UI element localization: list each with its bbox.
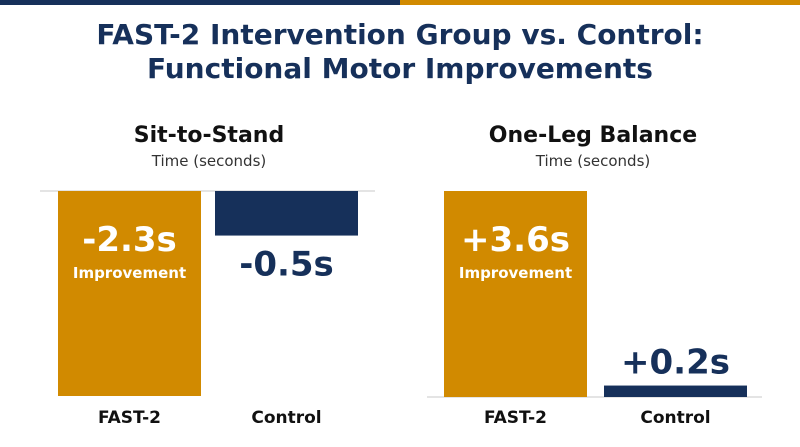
top-accent-bar [0,0,800,5]
top-accent-bar-gold [400,0,800,5]
page-title-line-2: Functional Motor Improvements [147,52,653,85]
one-leg-balance-value-label-fast-2: +3.6s [461,220,570,260]
page-title-line-1: FAST-2 Intervention Group vs. Control: [96,18,704,51]
page-title: FAST-2 Intervention Group vs. Control: F… [0,18,800,86]
one-leg-balance-bar-control [604,385,747,397]
sit-to-stand-category-label-fast-2: FAST-2 [98,408,161,428]
sit-to-stand-value-label-control: -0.5s [239,245,334,285]
sit-to-stand-chart-title: Sit-to-Stand [134,123,284,148]
one-leg-balance-chart-subtitle: Time (seconds) [535,152,651,170]
sit-to-stand-sub-label-fast-2: Improvement [73,264,186,282]
one-leg-balance-category-label-control: Control [640,408,710,428]
sit-to-stand-category-label-control: Control [251,408,321,428]
sit-to-stand-value-label-fast-2: -2.3s [82,220,177,260]
top-accent-bar-navy [0,0,400,5]
sit-to-stand-bar-control [215,191,358,236]
sit-to-stand-chart-subtitle: Time (seconds) [151,152,267,170]
one-leg-balance-category-label-fast-2: FAST-2 [484,408,547,428]
one-leg-balance-sub-label-fast-2: Improvement [459,264,572,282]
sit-to-stand-bar-fast-2 [58,191,201,396]
one-leg-balance-value-label-control: +0.2s [621,343,730,383]
one-leg-balance-chart-title: One-Leg Balance [489,123,697,148]
one-leg-balance-bar-fast-2 [444,191,587,397]
